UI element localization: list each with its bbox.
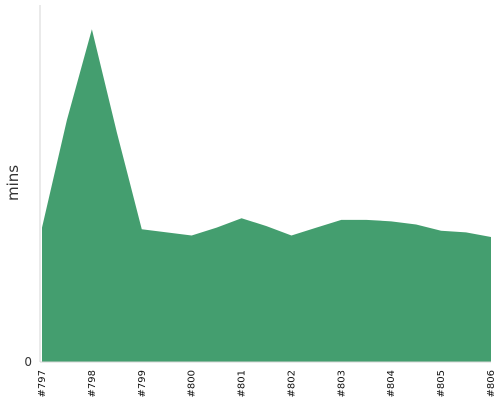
area-series bbox=[42, 29, 491, 362]
x-tick-label: #802 bbox=[286, 370, 297, 397]
x-tick-label: #801 bbox=[237, 370, 248, 397]
x-tick-label: #805 bbox=[436, 370, 447, 397]
x-tick-label: #806 bbox=[486, 370, 497, 397]
x-tick-label: #804 bbox=[386, 370, 397, 397]
x-tick-label: #797 bbox=[37, 370, 48, 397]
x-tick-label: #803 bbox=[336, 370, 347, 397]
x-tick-label: #798 bbox=[87, 370, 98, 397]
y-axis-label: mins bbox=[4, 165, 22, 201]
y-tick-label: 0 bbox=[24, 355, 32, 369]
x-tick-label: #799 bbox=[137, 370, 148, 397]
x-tick-label: #800 bbox=[187, 370, 198, 397]
